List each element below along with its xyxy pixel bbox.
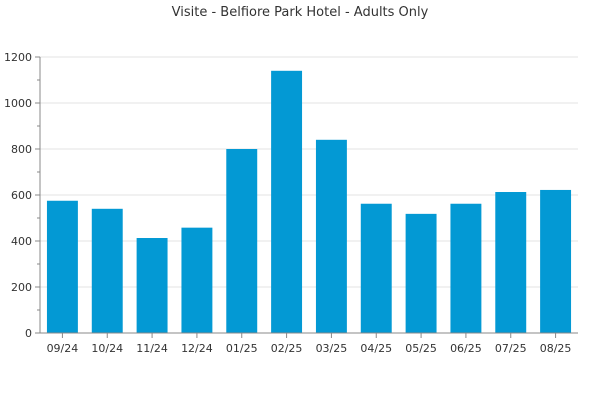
bar[interactable] <box>315 139 347 333</box>
y-tick-labels: 0 200 400 600 800 1000 1200 <box>4 51 32 340</box>
y-tick-label: 400 <box>11 235 32 248</box>
x-tick-label: 01/25 <box>226 342 258 355</box>
x-tick-label: 05/25 <box>405 342 437 355</box>
grid-lines <box>40 56 578 288</box>
x-tick-label: 06/25 <box>450 342 482 355</box>
y-tick-label: 200 <box>11 281 32 294</box>
bar[interactable] <box>540 189 572 333</box>
x-tick-label: 04/25 <box>360 342 392 355</box>
bar[interactable] <box>405 213 437 333</box>
bar[interactable] <box>46 200 78 333</box>
bar[interactable] <box>181 227 213 333</box>
bar[interactable] <box>360 203 392 333</box>
y-tick-label: 600 <box>11 189 32 202</box>
bar[interactable] <box>91 208 123 333</box>
x-tick-label: 09/24 <box>47 342 79 355</box>
bars <box>46 70 572 334</box>
bar[interactable] <box>136 238 168 333</box>
x-tick-label: 03/25 <box>316 342 348 355</box>
bar[interactable] <box>495 192 527 333</box>
y-tick-label: 1200 <box>4 51 32 64</box>
x-tick-label: 07/25 <box>495 342 527 355</box>
x-tick-labels: 09/24 10/24 11/24 12/24 01/25 02/25 03/25 04/25… <box>47 342 572 355</box>
y-tick-label: 1000 <box>4 97 32 110</box>
bar[interactable] <box>226 149 258 333</box>
bar[interactable] <box>450 203 482 333</box>
x-tick-label: 12/24 <box>181 342 213 355</box>
chart-title: Visite - Belfiore Park Hotel - Adults On… <box>172 5 429 20</box>
bar[interactable] <box>271 70 303 334</box>
y-tick-label: 0 <box>25 327 32 340</box>
x-tick-label: 10/24 <box>91 342 123 355</box>
x-tick-label: 11/24 <box>136 342 168 355</box>
y-tick-label: 800 <box>11 143 32 156</box>
x-tick-label: 02/25 <box>271 342 303 355</box>
x-tick-label: 08/25 <box>540 342 572 355</box>
axes <box>35 56 578 338</box>
